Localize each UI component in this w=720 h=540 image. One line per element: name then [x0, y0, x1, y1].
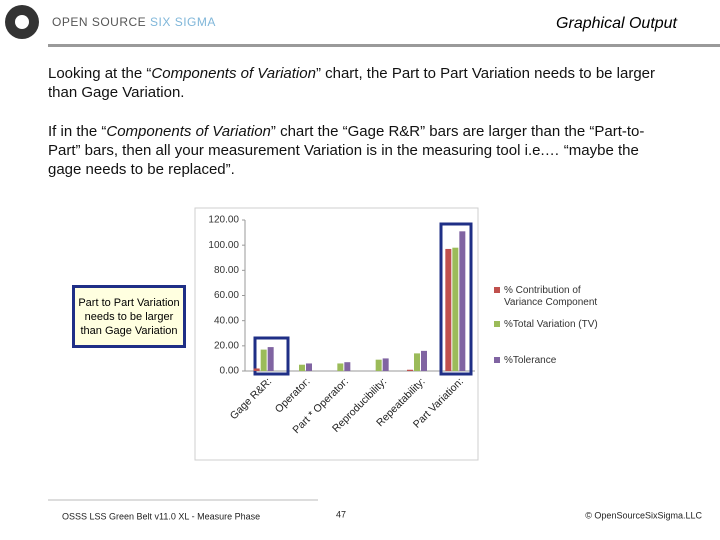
bar [260, 349, 267, 371]
bar [414, 353, 420, 371]
y-tick-label: 100.00 [208, 240, 239, 251]
legend-label: %Total Variation (TV) [504, 319, 598, 330]
callout-text: Part to Part Variation needs to be large… [78, 296, 180, 337]
text: Components of Variation [106, 123, 271, 140]
paragraph: Looking at the “Components of Variation”… [48, 64, 668, 102]
legend-swatch [494, 321, 500, 327]
chart-frame [194, 207, 479, 461]
logo-text: OPEN SOURCE SIX SIGMA [52, 15, 216, 29]
header-rule [48, 44, 720, 47]
highlight-box [439, 222, 473, 376]
bar [253, 368, 260, 371]
text: ” chart, the Part to Part Variation need… [48, 65, 656, 101]
text: Components of Variation [151, 65, 316, 82]
bar [445, 248, 452, 371]
text: ” chart the “Gage R&R” bars are larger t… [48, 123, 645, 178]
paragraph: If in the “Components of Variation” char… [48, 122, 668, 179]
bar [344, 362, 351, 371]
y-tick-label: 40.00 [214, 315, 239, 326]
legend-label: %Tolerance [504, 355, 557, 366]
legend-swatch [494, 287, 500, 293]
bar [459, 231, 466, 371]
highlight-box [253, 336, 290, 376]
text: If in the “ [48, 123, 107, 140]
bar [337, 363, 344, 371]
legend-label: % Contribution of Variance Component [504, 285, 598, 308]
bar [407, 369, 413, 371]
y-tick-label: 80.00 [214, 265, 239, 276]
bar [452, 247, 459, 371]
bar [382, 358, 389, 371]
y-tick-label: 120.00 [208, 215, 239, 226]
y-tick-label: 20.00 [214, 340, 239, 351]
y-tick-label: 60.00 [214, 290, 239, 301]
footer-right: © OpenSourceSixSigma.LLC [585, 510, 702, 520]
bar [375, 359, 382, 371]
bar [421, 350, 427, 371]
bar [267, 347, 274, 371]
bar [299, 364, 305, 371]
page-number: 47 [336, 509, 346, 519]
slide-title: Graphical Output [556, 15, 678, 32]
callout: Part to Part Variation needs to be large… [72, 285, 186, 348]
logo-mark-inner [15, 15, 29, 29]
legend-swatch [494, 357, 500, 363]
y-tick-label: 0.00 [220, 366, 240, 377]
bar [306, 363, 312, 371]
footer-left: OSSS LSS Green Belt v11.0 XL - Measure P… [62, 511, 260, 521]
text: Looking at the “ [48, 65, 152, 82]
